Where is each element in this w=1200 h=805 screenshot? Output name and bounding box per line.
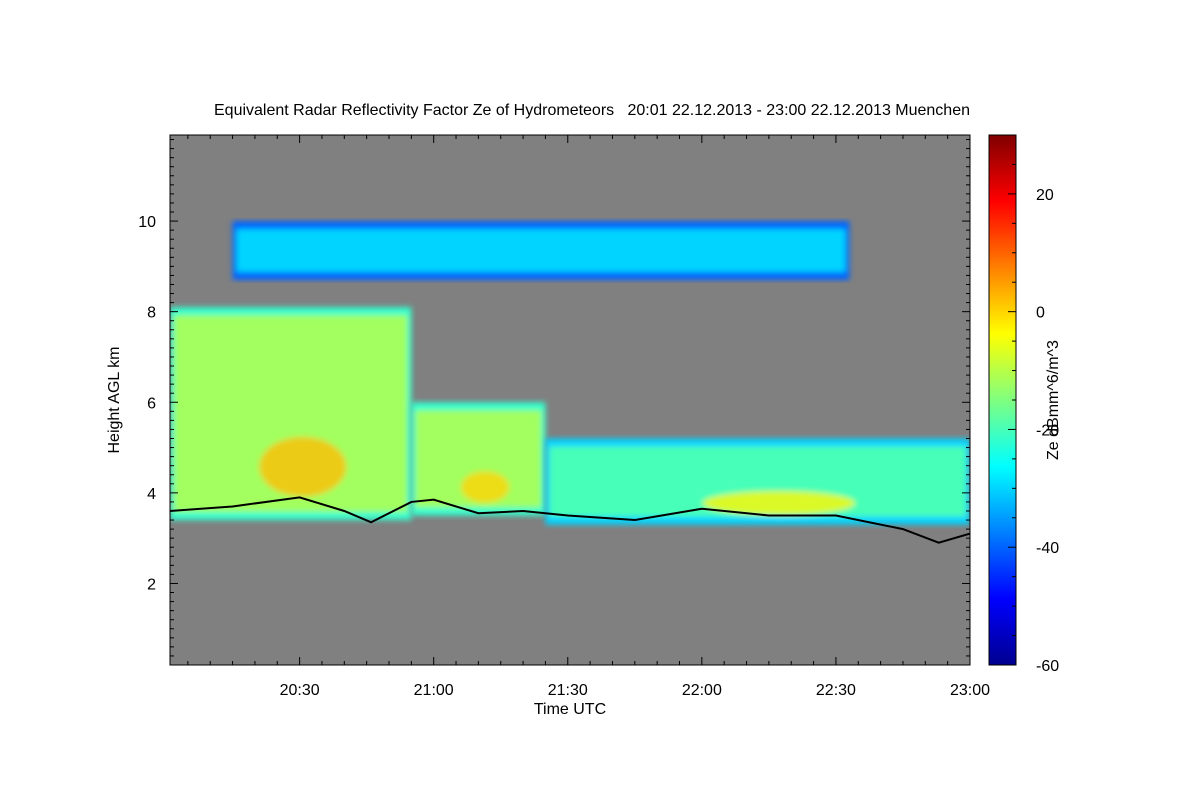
y-axis: 2 4 6 8 10 bbox=[138, 139, 970, 666]
x-axis: 20:30 21:00 21:30 22:00 22:30 23:00 bbox=[187, 135, 990, 699]
echo-region-1 bbox=[170, 307, 412, 521]
y-tick-label: 6 bbox=[147, 395, 156, 412]
echo-region-3 bbox=[545, 438, 970, 525]
chart-title: Equivalent Radar Reflectivity Factor Ze … bbox=[214, 102, 970, 119]
x-tick-label: 20:30 bbox=[280, 682, 320, 699]
echo-region-2 bbox=[411, 402, 546, 516]
y-tick-label: 10 bbox=[138, 214, 156, 231]
colorbar-label: Ze dBmm^6/m^3 bbox=[1045, 340, 1062, 460]
y-tick-label: 4 bbox=[147, 486, 156, 503]
colorbar-tick-label: -40 bbox=[1036, 540, 1059, 557]
y-axis-label: Height AGL km bbox=[106, 346, 123, 453]
x-tick-label: 21:30 bbox=[548, 682, 588, 699]
echo-max bbox=[259, 437, 347, 497]
echo-core bbox=[236, 229, 846, 272]
x-tick-label: 22:30 bbox=[816, 682, 856, 699]
echo-max bbox=[460, 471, 510, 504]
colorbar-tick-label: 20 bbox=[1036, 187, 1054, 204]
x-tick-label: 22:00 bbox=[682, 682, 722, 699]
x-tick-label: 23:00 bbox=[950, 682, 990, 699]
melting-layer-polyline bbox=[170, 496, 970, 544]
colorbar-tick-label: -60 bbox=[1036, 658, 1059, 675]
plot-frame bbox=[169, 134, 971, 666]
radar-echo-layer bbox=[170, 221, 970, 525]
y-tick-label: 8 bbox=[147, 305, 156, 322]
colorbar bbox=[988, 134, 1017, 666]
x-axis-label: Time UTC bbox=[534, 701, 606, 718]
melting-layer-line bbox=[170, 496, 970, 544]
y-tick-label: 2 bbox=[147, 576, 156, 593]
colorbar-tick-label: -20 bbox=[1036, 422, 1059, 439]
colorbar-tick-label: 0 bbox=[1036, 305, 1045, 322]
colorbar-axis: -60 -40 -20 0 20 bbox=[1008, 134, 1059, 675]
x-tick-label: 21:00 bbox=[414, 682, 454, 699]
echo-max bbox=[702, 491, 856, 516]
echo-region-0 bbox=[232, 221, 850, 280]
